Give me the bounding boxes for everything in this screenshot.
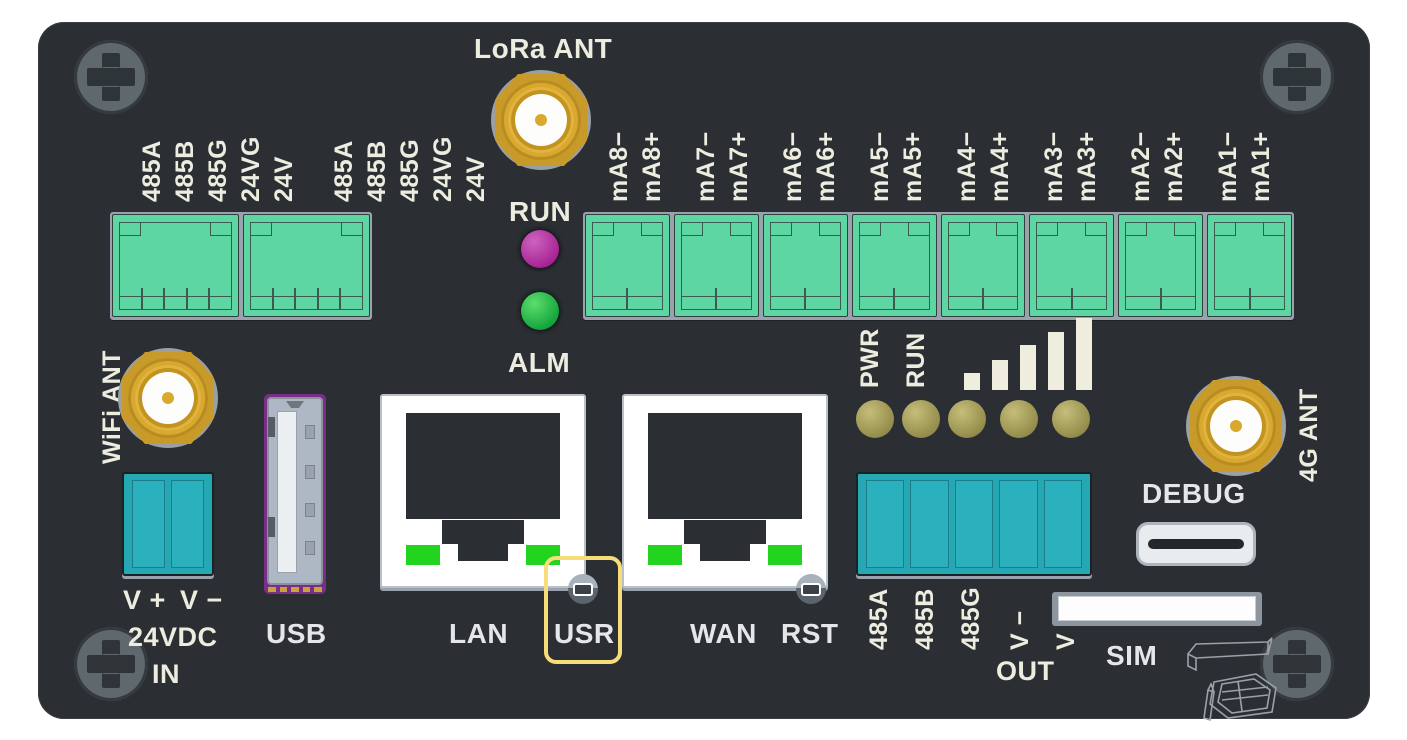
screw-top-right <box>1260 40 1334 114</box>
usr-button[interactable] <box>568 574 598 604</box>
rs485-out-cell[interactable] <box>954 480 994 568</box>
ai-4-minus-label: mA4− <box>953 131 981 202</box>
device-body: LoRa ANT 485A 485B 485G 24VG 24V 485A 48… <box>38 22 1370 722</box>
terminal-connector[interactable] <box>940 214 1026 317</box>
top-terminal-2-pin-4-label: 24V <box>462 156 490 202</box>
ai-4-plus-label: mA4+ <box>986 131 1014 202</box>
top-terminal-1-pin-1-label: 485B <box>171 140 199 202</box>
terminal-connector[interactable] <box>1118 214 1204 317</box>
ai-6-plus-label: mA6+ <box>812 131 840 202</box>
screw-bottom-left <box>74 627 148 701</box>
terminal-connector[interactable] <box>762 214 848 317</box>
top-terminal-2-pin-0-label: 485A <box>330 140 358 202</box>
usb-label: USB <box>266 618 327 649</box>
debug-usb-c-port[interactable] <box>1136 522 1256 566</box>
rs485-out-terminal-block[interactable] <box>856 472 1092 576</box>
top-terminal-2-pin-2-label: 485G <box>396 138 424 202</box>
sim-insert-diagram-icon <box>1187 637 1277 722</box>
alm-led <box>519 290 561 332</box>
screw-bottom-right <box>1260 627 1334 701</box>
run-led <box>519 228 561 270</box>
signal-led-1 <box>948 400 986 438</box>
4g-ant-connector[interactable] <box>1186 376 1286 476</box>
wifi-ant-connector[interactable] <box>118 348 218 448</box>
rst-button[interactable] <box>796 574 826 604</box>
ai-7-plus-label: mA7+ <box>725 131 753 202</box>
terminal-connector[interactable] <box>673 214 759 317</box>
rs485-out-cell[interactable] <box>999 480 1038 568</box>
alm-led-label: ALM <box>508 347 571 378</box>
terminal-connector[interactable] <box>243 214 370 317</box>
terminal-connector[interactable] <box>1207 214 1292 317</box>
sim-card-slot[interactable] <box>1052 592 1262 626</box>
signal-led-2 <box>1000 400 1038 438</box>
rs485-out-cell[interactable] <box>866 480 905 568</box>
ai-1-minus-label: mA1− <box>1214 131 1242 202</box>
power-v-plus-label: V + <box>123 585 166 615</box>
top-terminal-2-pin-3-label: 24VG <box>429 136 457 202</box>
ai-2-minus-label: mA2− <box>1127 131 1155 202</box>
signal-bar-3 <box>1020 345 1036 390</box>
power-input-terminal-block[interactable] <box>122 472 214 576</box>
rs485-out-pin-2-label: 485G <box>957 586 985 650</box>
top-terminal-2-pin-1-label: 485B <box>363 140 391 202</box>
terminal-connector[interactable] <box>112 214 239 317</box>
ai-5-plus-label: mA5+ <box>899 131 927 202</box>
pwr-led-label: PWR <box>856 328 884 388</box>
rst-button-label: RST <box>781 618 839 649</box>
sim-label: SIM <box>1106 640 1158 671</box>
analog-input-terminal-block[interactable] <box>583 212 1294 320</box>
power-v-minus-label: V − <box>180 585 223 615</box>
power-voltage-label: 24VDC <box>128 622 218 652</box>
4g-ant-label: 4G ANT <box>1295 388 1323 482</box>
top-terminal-1-pin-2-label: 485G <box>204 138 232 202</box>
ai-3-minus-label: mA3− <box>1040 131 1068 202</box>
debug-label: DEBUG <box>1142 478 1246 509</box>
usr-button-label: USR <box>554 618 615 649</box>
top-terminal-1-pin-3-label: 24VG <box>237 136 265 202</box>
terminal-connector[interactable] <box>1029 214 1115 317</box>
signal-bar-5 <box>1076 318 1092 390</box>
power-direction-label: IN <box>152 659 180 689</box>
rs485-power-terminal-block-left[interactable] <box>110 212 372 320</box>
ai-5-minus-label: mA5− <box>866 131 894 202</box>
run2-led-label: RUN <box>902 332 930 388</box>
ai-2-plus-label: mA2+ <box>1160 131 1188 202</box>
screw-top-left <box>74 40 148 114</box>
usr-button-highlight <box>544 556 622 664</box>
lora-ant-connector[interactable] <box>491 70 591 170</box>
run2-led <box>902 400 940 438</box>
rs485-out-pin-1-label: 485B <box>911 588 939 650</box>
power-terminal-cell[interactable] <box>171 480 204 568</box>
rs485-out-direction-label: OUT <box>996 656 1055 686</box>
lan-label: LAN <box>449 618 509 649</box>
lan-port[interactable] <box>380 394 586 588</box>
rs485-out-cell[interactable] <box>910 480 949 568</box>
ai-1-plus-label: mA1+ <box>1247 131 1275 202</box>
ai-3-plus-label: mA3+ <box>1073 131 1101 202</box>
ai-8-minus-label: mA8− <box>605 131 633 202</box>
terminal-connector[interactable] <box>851 214 937 317</box>
power-terminal-cell[interactable] <box>132 480 165 568</box>
rs485-out-cell[interactable] <box>1043 480 1083 568</box>
ai-8-plus-label: mA8+ <box>638 131 666 202</box>
signal-bar-2 <box>992 360 1008 390</box>
wan-label: WAN <box>690 618 757 649</box>
usb-port[interactable] <box>264 394 326 594</box>
top-terminal-1-pin-4-label: 24V <box>270 156 298 202</box>
run-led-label: RUN <box>509 196 572 227</box>
terminal-connector[interactable] <box>585 214 670 317</box>
signal-led-3 <box>1052 400 1090 438</box>
rs485-out-pin-3-label: V − <box>1006 610 1034 650</box>
top-terminal-1-pin-0-label: 485A <box>138 140 166 202</box>
pwr-led <box>856 400 894 438</box>
signal-bar-1 <box>964 373 980 390</box>
wan-port[interactable] <box>622 394 828 588</box>
ai-7-minus-label: mA7− <box>692 131 720 202</box>
signal-bar-4 <box>1048 332 1064 390</box>
rs485-out-pin-0-label: 485A <box>865 588 893 650</box>
ai-6-minus-label: mA6− <box>779 131 807 202</box>
lora-ant-label: LoRa ANT <box>474 33 613 64</box>
